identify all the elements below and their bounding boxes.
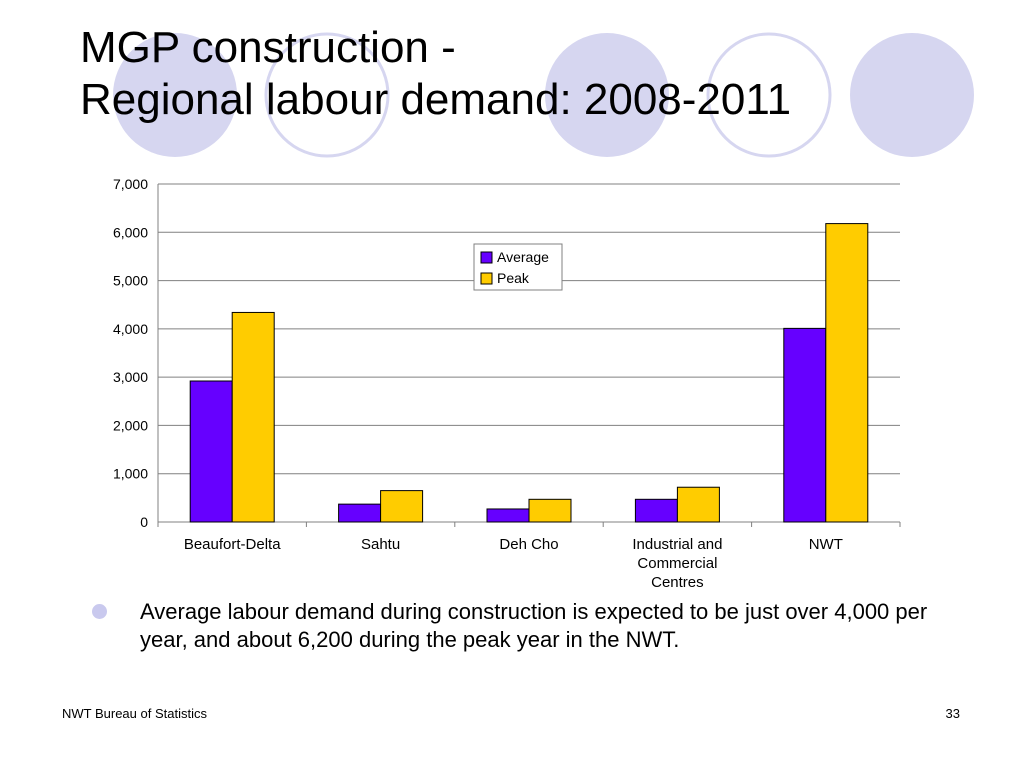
slide-title: MGP construction - Regional labour deman…: [80, 22, 960, 126]
x-tick-label: Deh Cho: [499, 536, 558, 553]
legend-swatch-average: [480, 251, 493, 264]
bar-peak: [231, 311, 275, 523]
y-tick-label: 1,000: [113, 466, 148, 482]
decor-circle-filled-3: [850, 33, 974, 157]
chart-container: 0 1,000 2,000 3,000 4,000 5,000 6,000 7,000 Beau…: [90, 168, 920, 598]
decor-circle-ring-1: [264, 32, 390, 158]
y-tick-label: 3,000: [113, 369, 148, 385]
bar-average: [189, 380, 233, 523]
y-tick-label: 4,000: [113, 321, 148, 337]
decorative-circles: [113, 32, 974, 158]
y-tick-label: 5,000: [113, 273, 148, 289]
bar-peak: [676, 486, 720, 523]
bullet-text: Average labour demand during constructio…: [140, 599, 928, 652]
bar-peak: [825, 223, 869, 523]
slide-title-line-2: Regional labour demand: 2008-2011: [80, 75, 792, 124]
bullet-dot-icon: [92, 604, 107, 619]
slide-title-line-1: MGP construction -: [80, 23, 456, 72]
decor-circle-filled-2: [545, 33, 669, 157]
y-tick-label: 6,000: [113, 224, 148, 240]
bar-average: [783, 327, 827, 523]
legend-swatch-peak: [480, 272, 493, 285]
decor-circle-filled-1: [113, 33, 237, 157]
y-tick-label: 0: [140, 514, 148, 530]
bar-average: [634, 498, 678, 523]
x-tick-label: Centres: [651, 574, 704, 591]
y-tick-label: 2,000: [113, 417, 148, 433]
footer-source: NWT Bureau of Statistics: [62, 706, 207, 721]
x-tick-label: NWT: [809, 536, 843, 553]
x-tick-label: Commercial: [637, 555, 717, 572]
y-tick-label: 7,000: [113, 176, 148, 192]
bar-peak: [380, 490, 424, 523]
bar-average: [486, 508, 530, 523]
legend-label-average: Average: [497, 249, 549, 265]
x-tick-label: Beaufort-Delta: [184, 536, 281, 553]
x-tick-label: Industrial and: [632, 536, 722, 553]
page-number: 33: [945, 706, 960, 721]
x-tick-label: Sahtu: [361, 536, 400, 553]
decor-circle-ring-2: [706, 32, 832, 158]
bar-chart: 0 1,000 2,000 3,000 4,000 5,000 6,000 7,000 Beau…: [113, 176, 901, 591]
bar-average: [338, 503, 382, 523]
bar-peak: [528, 498, 572, 523]
legend-label-peak: Peak: [497, 270, 530, 286]
